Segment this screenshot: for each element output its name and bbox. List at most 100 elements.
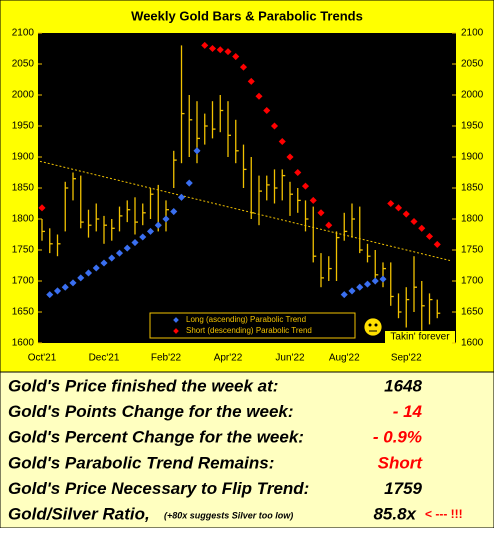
summary-note: (+80x suggests Silver too low) <box>164 510 293 520</box>
parabolic-dot <box>348 287 356 295</box>
parabolic-dot <box>270 122 279 130</box>
parabolic-dot <box>402 210 410 218</box>
summary-value: - 0.9% <box>373 428 422 447</box>
x-tick-label: Feb'22 <box>151 353 182 364</box>
summary-label: Gold's Percent Change for the week: <box>8 428 304 447</box>
y-tick-label: 2100 <box>12 28 35 39</box>
parabolic-dot <box>170 208 178 216</box>
summary-value: 1759 <box>384 479 422 498</box>
parabolic-dot <box>247 77 255 85</box>
parabolic-dot <box>433 240 441 248</box>
plot-area <box>38 33 456 343</box>
parabolic-dot <box>61 283 69 291</box>
parabolic-dot <box>356 283 364 291</box>
y2-tick-label: 1650 <box>461 307 484 318</box>
legend-marker <box>173 328 179 334</box>
parabolic-dot <box>193 147 201 155</box>
parabolic-dot <box>69 279 77 287</box>
x-tick-label: Jun'22 <box>275 353 305 364</box>
x-tick-label: Dec'21 <box>89 353 120 364</box>
parabolic-dot <box>410 217 418 226</box>
parabolic-dot <box>224 48 232 56</box>
y2-tick-label: 1700 <box>461 276 484 287</box>
parabolic-dot <box>115 249 124 257</box>
legend-label: Short (descending) Parabolic Trend <box>186 326 312 335</box>
legend-box <box>149 312 356 339</box>
summary-panel <box>0 371 494 529</box>
summary-value: Short <box>378 453 424 472</box>
legend-label: Long (ascending) Parabolic Trend <box>186 315 306 324</box>
parabolic-dot <box>340 291 348 299</box>
y-tick-label: 1950 <box>12 121 35 132</box>
y2-tick-label: 2050 <box>461 59 484 70</box>
y-tick-label: 1900 <box>12 152 35 163</box>
parabolic-dot <box>162 215 170 223</box>
parabolic-dot <box>263 106 271 115</box>
parabolic-dot <box>363 280 372 288</box>
parabolic-dot <box>387 199 395 208</box>
summary-label: Gold's Price Necessary to Flip Trend: <box>8 479 309 498</box>
parabolic-dot <box>77 274 85 282</box>
parabolic-dot <box>185 179 193 187</box>
parabolic-dot <box>239 63 248 71</box>
parabolic-dot <box>286 153 294 161</box>
y-tick-label: 1650 <box>12 307 35 318</box>
summary-value: - 14 <box>393 402 423 421</box>
parabolic-dot <box>278 137 286 146</box>
parabolic-dot <box>100 259 108 267</box>
y-tick-label: 2000 <box>12 90 35 101</box>
parabolic-dot <box>84 269 93 277</box>
parabolic-dot <box>131 239 139 247</box>
parabolic-dot <box>317 209 325 217</box>
parabolic-dot <box>232 53 240 61</box>
y2-tick-label: 1900 <box>461 152 484 163</box>
x-tick-label: Apr'22 <box>214 353 243 364</box>
y-tick-label: 1750 <box>12 245 35 256</box>
summary-label: Gold's Price finished the week at: <box>8 376 278 395</box>
summary-label: Gold's Points Change for the week: <box>8 402 294 421</box>
y2-tick-label: 1600 <box>461 338 484 349</box>
y2-tick-label: 2100 <box>461 28 484 39</box>
y2-tick-label: 1800 <box>461 214 484 225</box>
chart-title: Weekly Gold Bars & Parabolic Trends <box>131 8 363 23</box>
parabolic-dot <box>394 204 403 212</box>
parabolic-dot <box>425 232 434 240</box>
parabolic-dot <box>154 221 162 229</box>
y-tick-label: 1700 <box>12 276 35 287</box>
annotation: Takin' forever <box>390 332 450 343</box>
summary-label: Gold's Parabolic Trend Remains: <box>8 453 274 472</box>
parabolic-dot <box>294 168 302 177</box>
parabolic-dot <box>53 287 62 295</box>
annotation-box <box>385 331 455 343</box>
parabolic-dot <box>146 227 155 235</box>
parabolic-dot <box>108 254 116 262</box>
x-tick-label: Sep'22 <box>391 353 422 364</box>
y-tick-label: 1800 <box>12 214 35 225</box>
y-tick-label: 1850 <box>12 183 35 194</box>
y2-tick-label: 1950 <box>461 121 484 132</box>
summary-label: Gold/Silver Ratio, <box>8 504 150 523</box>
parabolic-dot <box>92 264 100 272</box>
y2-tick-label: 1750 <box>461 245 484 256</box>
summary-value: 85.8x <box>373 504 417 523</box>
summary-flag: < --- !!! <box>425 507 463 521</box>
legend-marker <box>173 317 179 323</box>
parabolic-dot <box>371 277 379 285</box>
parabolic-dot <box>325 221 333 229</box>
y2-tick-label: 1850 <box>461 183 484 194</box>
face-icon <box>363 317 383 337</box>
parabolic-dot <box>379 275 387 283</box>
y-tick-label: 2050 <box>12 59 35 70</box>
parabolic-dot <box>255 92 263 100</box>
summary-value: 1648 <box>384 376 422 395</box>
x-tick-label: Oct'21 <box>28 353 57 364</box>
parabolic-dot <box>139 233 147 241</box>
parabolic-dot <box>201 41 209 49</box>
parabolic-dot <box>38 204 46 212</box>
parabolic-dot <box>418 224 426 232</box>
y2-tick-label: 2000 <box>461 90 484 101</box>
parabolic-dot <box>123 244 131 252</box>
y-tick-label: 1600 <box>12 338 35 349</box>
parabolic-dot <box>177 193 186 201</box>
